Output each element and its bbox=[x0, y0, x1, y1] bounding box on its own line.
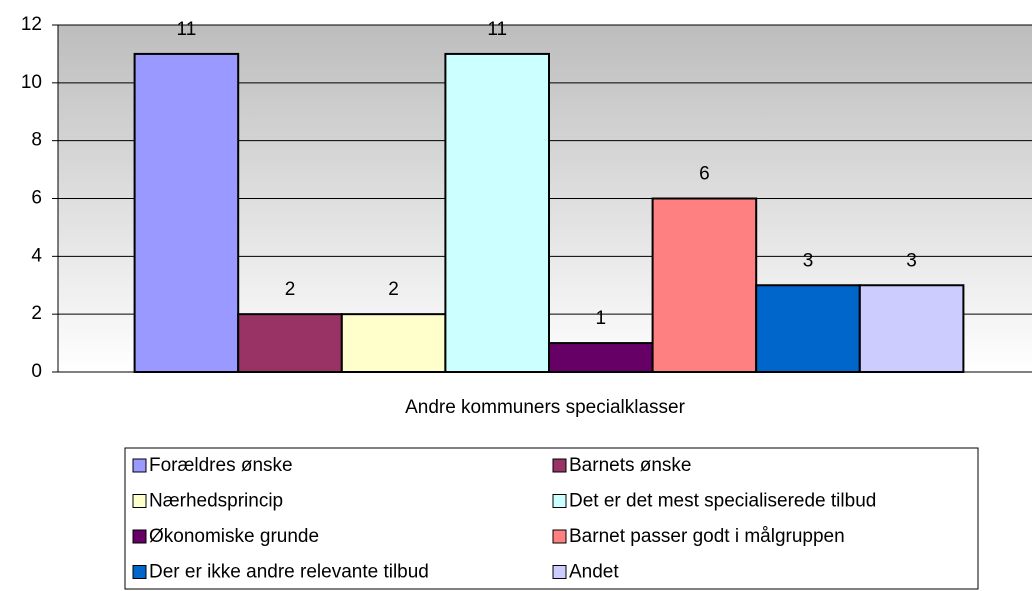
legend-swatch bbox=[132, 529, 147, 544]
legend-swatch bbox=[132, 494, 147, 508]
x-tick-label: Andre kommuners specialklasser bbox=[405, 397, 686, 418]
data-label: 2 bbox=[285, 279, 296, 300]
y-tick-label: 2 bbox=[31, 303, 42, 324]
legend-label: Nærhedsprincip bbox=[149, 491, 283, 512]
legend-label: Der er ikke andre relevante tilbud bbox=[149, 562, 429, 583]
data-label: 11 bbox=[177, 19, 197, 40]
y-tick-label: 8 bbox=[31, 130, 42, 151]
bar bbox=[858, 284, 965, 373]
legend-label: Det er det mest specialiserede tilbud bbox=[569, 491, 876, 512]
legend-label: Økonomiske grunde bbox=[149, 526, 319, 547]
data-label: 3 bbox=[906, 250, 917, 271]
legend-label: Barnets ønske bbox=[569, 455, 692, 476]
bar bbox=[651, 197, 758, 373]
bar bbox=[755, 284, 861, 373]
data-label: 1 bbox=[596, 308, 607, 329]
legend-swatch bbox=[132, 458, 147, 473]
legend-box bbox=[124, 447, 979, 590]
legend-label: Barnet passer godt i målgruppen bbox=[569, 526, 845, 547]
y-tick-label: 10 bbox=[21, 72, 42, 93]
y-tick-label: 4 bbox=[31, 245, 42, 266]
data-label: 2 bbox=[388, 279, 399, 300]
data-label: 6 bbox=[699, 164, 710, 185]
y-tick-label: 6 bbox=[31, 188, 42, 209]
legend-label: Forældres ønske bbox=[149, 455, 293, 476]
y-tick-label: 12 bbox=[21, 14, 42, 35]
bar bbox=[237, 313, 343, 373]
legend-swatch bbox=[552, 529, 567, 544]
bar bbox=[133, 52, 240, 374]
legend-label: Andet bbox=[569, 562, 619, 583]
bar bbox=[340, 313, 447, 373]
legend-swatch bbox=[552, 494, 567, 508]
y-tick-label: 0 bbox=[31, 361, 42, 382]
data-label: 3 bbox=[803, 250, 814, 271]
legend-swatch bbox=[552, 458, 567, 473]
legend-swatch bbox=[132, 565, 147, 579]
bar bbox=[444, 52, 550, 374]
legend-swatch bbox=[552, 565, 567, 579]
bar bbox=[548, 342, 654, 374]
data-label: 11 bbox=[487, 19, 507, 40]
